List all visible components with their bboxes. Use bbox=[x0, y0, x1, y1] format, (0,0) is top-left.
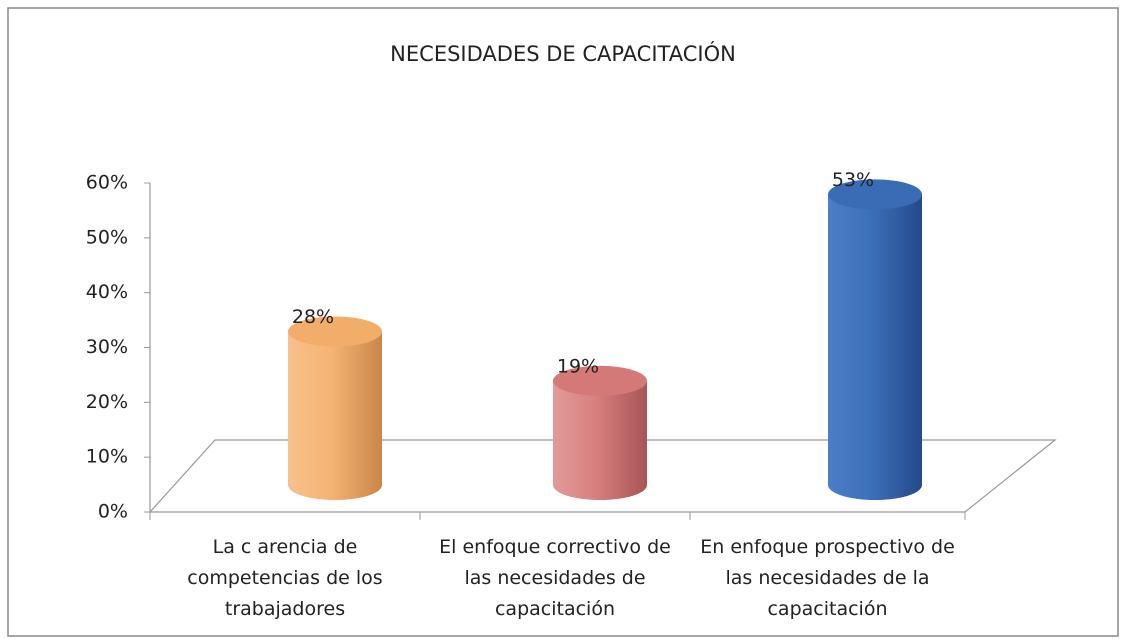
y-tick-label: 40% bbox=[86, 281, 128, 303]
chart-title: NECESIDADES DE CAPACITACIÓN bbox=[390, 41, 736, 66]
floor bbox=[148, 439, 1057, 513]
bar-top bbox=[288, 316, 382, 347]
y-tick-label: 60% bbox=[86, 172, 128, 194]
bar bbox=[828, 179, 922, 500]
bar-body bbox=[553, 380, 647, 500]
bar bbox=[288, 316, 382, 500]
y-tick-label: 20% bbox=[86, 391, 128, 413]
value-label: 19% bbox=[557, 355, 599, 377]
x-tick-label: El enfoque correctivo de las necesidades… bbox=[439, 536, 671, 620]
bar-body bbox=[288, 331, 382, 500]
y-tick-label: 50% bbox=[86, 226, 128, 248]
value-label: 28% bbox=[292, 306, 334, 328]
bar-body bbox=[828, 194, 922, 500]
value-label: 53% bbox=[832, 169, 874, 191]
y-tick-label: 30% bbox=[86, 336, 128, 358]
bar-top bbox=[828, 179, 922, 210]
bar-top bbox=[553, 365, 647, 396]
y-tick-label: 0% bbox=[98, 501, 128, 523]
bar bbox=[553, 365, 647, 500]
x-tick-label: La c arencia de competencias de los trab… bbox=[187, 536, 383, 620]
y-tick-label: 10% bbox=[86, 446, 128, 468]
chart-border bbox=[7, 7, 1119, 637]
x-tick-label: En enfoque prospectivo de las necesidade… bbox=[700, 536, 955, 620]
